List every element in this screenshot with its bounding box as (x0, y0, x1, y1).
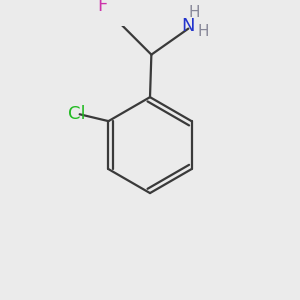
Text: H: H (189, 5, 200, 20)
Text: F: F (98, 0, 108, 15)
Text: Cl: Cl (68, 105, 85, 123)
Text: H: H (198, 24, 209, 39)
Text: N: N (182, 17, 195, 35)
